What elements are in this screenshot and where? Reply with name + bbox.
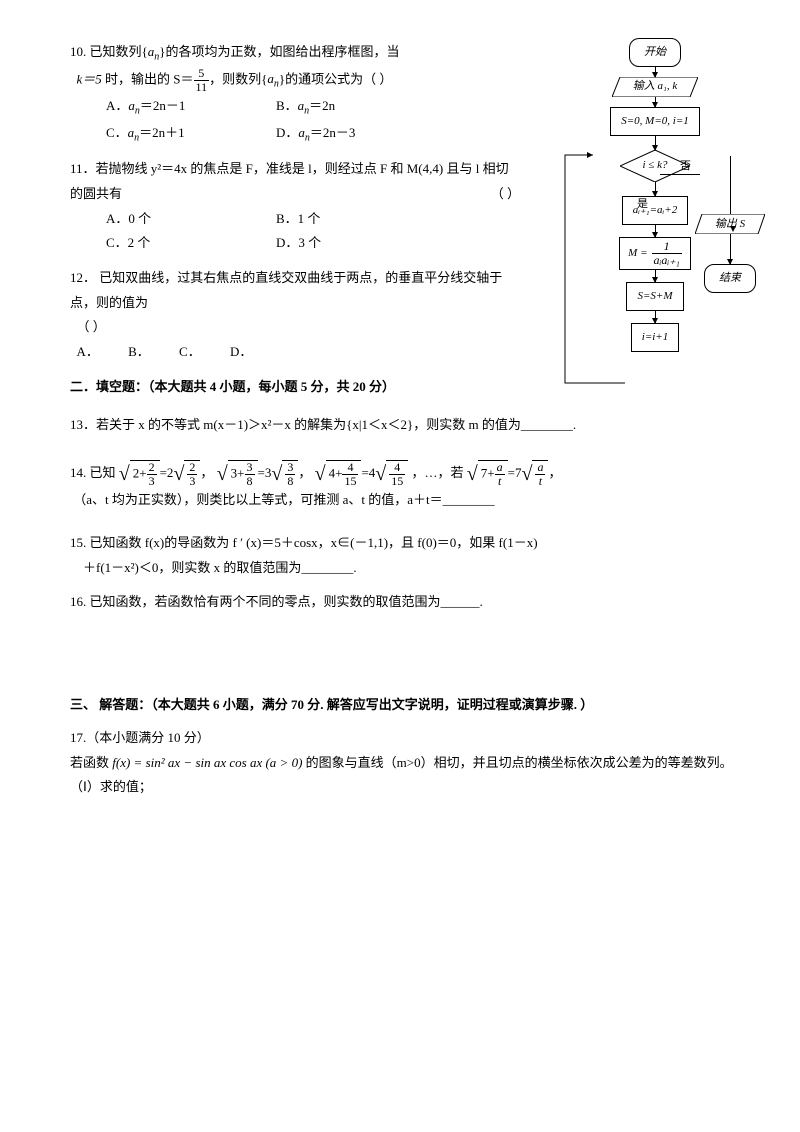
question-14: 14. 已知 √2+23=2√23， √3+38=3√38， √4+415=4√… [70, 460, 740, 513]
q10-opt-a-eq: ＝2n－1 [140, 98, 186, 113]
q14-note: （a、t 均为正实数），则类比以上等式，可推测 a、t 的值，a＋t＝_____… [73, 492, 494, 507]
q11-opt-d: D．3 个 [276, 231, 446, 256]
fc-step3: S=S+M [626, 282, 683, 311]
question-15: 15. 已知函数 f(x)的导函数为 f ′ (x)＝5＋cosx，x∈(－1,… [70, 531, 740, 580]
fc-step2-num: 1 [652, 240, 682, 254]
question-13: 13．若关于 x 的不等式 m(x－1)＞x²－x 的解集为{x|1＜x＜2}，… [70, 413, 740, 438]
q10-opt-b: B．an＝2n [276, 94, 446, 121]
fc-cond-label: i ≤ k? [643, 155, 668, 176]
fc-end-label: 结束 [719, 272, 741, 284]
fc-start-label: 开始 [644, 46, 666, 58]
fc-step1: aᵢ₊₁=aᵢ+2 [622, 196, 688, 225]
fc-output: 输出 S [695, 214, 765, 234]
q11-opt-b: B．1 个 [276, 207, 446, 232]
fc-input-label: 输入 a₁, k [633, 76, 677, 97]
question-11: 11．若抛物线 y²＝4x 的焦点是 F，准线是 l，则经过点 F 和 M(4,… [70, 157, 520, 256]
q17-body-a: 若函数 [70, 755, 112, 770]
q10-text-d: ，则数列{ [209, 71, 267, 86]
section-2-heading: 二．填空题：（本大题共 4 小题，每小题 5 分，共 20 分） [70, 375, 740, 400]
q14-tail: ，…，若 [412, 465, 464, 480]
q11-opt-c: C．2 个 [106, 231, 276, 256]
q14-lead: 14. 已知 [70, 465, 116, 480]
question-16: 16. 已知函数，若函数恰有两个不同的零点，则实数的取值范围为______. [70, 590, 740, 615]
q10-opt-d: D．an＝2n－3 [276, 121, 446, 148]
q10-k: k＝5 [77, 71, 102, 86]
q12-text: 12． 已知双曲线，过其右焦点的直线交双曲线于两点，的垂直平分线交轴于点，则的值… [70, 270, 502, 310]
q11-text: 11．若抛物线 y²＝4x 的焦点是 F，准线是 l，则经过点 F 和 M(4,… [70, 161, 509, 201]
q15-l1: 15. 已知函数 f(x)的导函数为 f ′ (x)＝5＋cosx，x∈(－1,… [70, 535, 538, 550]
q10-text-b: }的各项均为正数，如图给出程序框图，当 [159, 44, 399, 59]
flowchart: 开始 输入 a₁, k S=0, M=0, i=1 i ≤ k? 是 否 aᵢ₊… [555, 38, 755, 352]
q10-text-a: 10. 已知数列{ [70, 44, 148, 59]
fc-output-label: 输出 S [715, 214, 745, 235]
q10-opt-c-label: C． [106, 125, 128, 140]
q10-frac-num: 5 [194, 67, 210, 81]
q12-opts: A． B． C． D． [70, 344, 252, 359]
fc-step2: M = 1aᵢaᵢ₊₁ [619, 237, 691, 270]
q10-opt-a-label: A． [106, 98, 128, 113]
question-17: 17.（本小题满分 10 分） 若函数 f(x) = sin² ax − sin… [70, 726, 740, 800]
q10-opt-d-eq: ＝2n－3 [310, 125, 356, 140]
q10-opt-c-eq: ＝2n＋1 [139, 125, 185, 140]
fc-init-label: S=0, M=0, i=1 [621, 115, 689, 127]
q10-opt-d-label: D． [276, 125, 298, 140]
fc-yes-label: 是 [637, 194, 648, 215]
q10-opt-b-label: B． [276, 98, 298, 113]
fc-input: 输入 a₁, k [612, 77, 698, 97]
q11-opt-a: A．0 个 [106, 207, 276, 232]
fc-start: 开始 [629, 38, 681, 67]
q12-paren: （ ） [77, 319, 106, 334]
q10-text-e: }的通项公式为（ ） [279, 71, 393, 86]
fc-init: S=0, M=0, i=1 [610, 107, 700, 136]
q10-opt-b-eq: ＝2n [309, 98, 335, 113]
fc-step4-label: i=i+1 [642, 331, 668, 343]
fc-step3-label: S=S+M [637, 290, 672, 302]
fc-step2-den: aᵢaᵢ₊₁ [652, 254, 682, 267]
q15-l2: ＋f(1－x²)＜0，则实数 x 的取值范围为________. [83, 560, 357, 575]
q17-head: 17.（本小题满分 10 分） [70, 730, 210, 745]
fc-step2-lhs: M = [628, 243, 647, 264]
q14-end: ， [548, 465, 561, 480]
question-12: 12． 已知双曲线，过其右焦点的直线交双曲线于两点，的垂直平分线交轴于点，则的值… [70, 266, 520, 365]
q10-opt-a: A．an＝2n－1 [106, 94, 276, 121]
q10-text-c: 时，输出的 S＝ [105, 71, 193, 86]
fc-step4: i=i+1 [631, 323, 679, 352]
q17-eq: f(x) = sin² ax − sin ax cos ax (a > 0) [112, 755, 302, 770]
section-3-heading: 三、 解答题：（本大题共 6 小题，满分 70 分. 解答应写出文字说明，证明过… [70, 693, 740, 718]
q10-frac-den: 11 [194, 81, 210, 94]
question-10: 10. 已知数列{an}的各项均为正数，如图给出程序框图，当 k＝5 时，输出的… [70, 40, 520, 147]
fc-end: 结束 [704, 264, 756, 293]
q11-paren: （ ） [491, 182, 520, 207]
q10-opt-c: C．an＝2n＋1 [106, 121, 276, 148]
q17-part1: （Ⅰ）求的值； [70, 779, 152, 794]
q17-body-b: 的图象与直线（m>0）相切，并且切点的横坐标依次成公差为的等差数列。 [302, 755, 732, 770]
